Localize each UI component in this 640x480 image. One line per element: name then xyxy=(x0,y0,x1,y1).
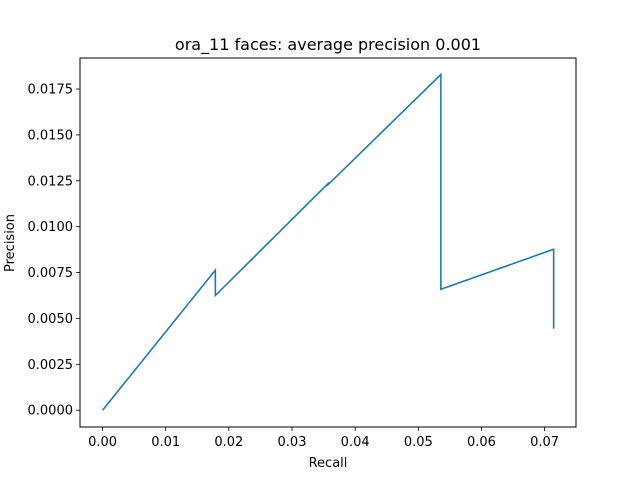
x-tick-label: 0.01 xyxy=(151,435,180,450)
y-tick-label: 0.0025 xyxy=(28,358,74,373)
x-tick-label: 0.00 xyxy=(88,435,117,450)
precision-recall-line xyxy=(101,72,555,411)
y-tick-label: 0.0150 xyxy=(28,128,74,143)
plot-area xyxy=(79,57,577,428)
y-tick-label: 0.0050 xyxy=(28,312,74,327)
x-tick-label: 0.04 xyxy=(341,435,370,450)
x-axis-ticks: 0.00 0.01 0.02 0.03 0.04 0.05 0.06 0.07 xyxy=(88,427,559,450)
axes-frame xyxy=(79,57,577,428)
y-tick-label: 0.0075 xyxy=(28,266,74,281)
y-axis-label: Precision xyxy=(3,214,18,272)
y-tick-label: 0.0125 xyxy=(28,174,74,189)
y-tick-label: 0.0100 xyxy=(28,220,74,235)
y-tick-label: 0.0000 xyxy=(28,404,74,419)
y-tick-label: 0.0175 xyxy=(28,83,74,98)
series-layer xyxy=(101,72,555,411)
y-axis-ticks: 0.0000 0.0025 0.0050 0.0075 0.0100 0.0125 0.01… xyxy=(28,83,80,419)
x-tick-label: 0.07 xyxy=(530,435,559,450)
x-tick-label: 0.02 xyxy=(214,435,243,450)
x-axis-label: Recall xyxy=(309,456,348,471)
x-tick-label: 0.05 xyxy=(404,435,433,450)
chart-title: ora_11 faces: average precision 0.001 xyxy=(175,35,481,55)
x-tick-label: 0.03 xyxy=(278,435,307,450)
x-tick-label: 0.06 xyxy=(467,435,496,450)
